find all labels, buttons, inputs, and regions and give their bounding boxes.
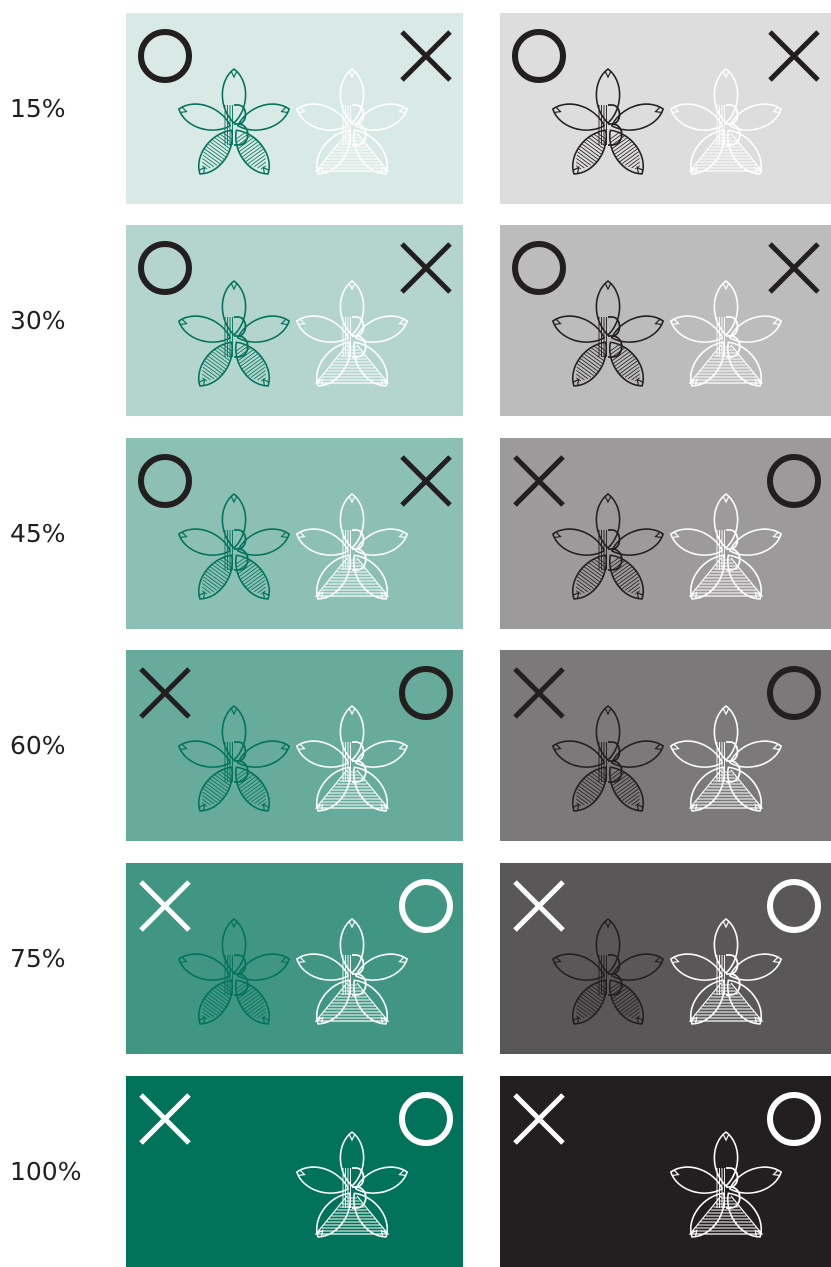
circle-mark-icon [512,241,566,295]
circle-mark-icon [138,454,192,508]
tint-percentage-label: 75% [10,943,66,973]
gray-panel-graphic [513,454,821,600]
cherry-blossom-logo-icon [670,280,782,387]
circle-mark-icon [767,454,821,508]
gray-panel-graphic [512,241,820,387]
cherry-blossom-logo-icon [178,918,290,1025]
cross-mark-icon [400,30,452,82]
cross-mark-icon [400,242,452,294]
gray-panel-graphic [513,1092,821,1238]
cherry-blossom-logo-icon [178,705,290,812]
cross-mark-icon [513,455,565,507]
cross-mark-icon [400,455,452,507]
circle-mark-icon [767,666,821,720]
gray-panel-graphic [513,666,821,812]
cross-mark-icon [513,880,565,932]
cherry-blossom-logo-icon [296,280,408,387]
circle-mark-icon [399,879,453,933]
gray-panel-graphic [513,879,821,1025]
tint-percentage-label: 45% [10,518,66,548]
cherry-blossom-logo-icon [670,68,782,175]
gray-tint-panel [500,438,831,629]
circle-mark-icon [138,241,192,295]
cherry-blossom-logo-icon [552,68,664,175]
cross-mark-icon [513,1093,565,1145]
green-tint-panel [126,438,463,629]
tint-percentage-label: 30% [10,305,66,335]
cherry-blossom-logo-icon [670,918,782,1025]
green-panel-graphic [138,29,452,175]
circle-mark-icon [512,29,566,83]
cherry-blossom-logo-icon [670,493,782,600]
circle-mark-icon [399,1092,453,1146]
cross-mark-icon [768,30,820,82]
cherry-blossom-logo-icon [296,918,408,1025]
gray-tint-panel [500,225,831,416]
cherry-blossom-logo-icon [552,280,664,387]
cherry-blossom-logo-icon [670,1131,782,1238]
circle-mark-icon [399,666,453,720]
green-tint-panel [126,863,463,1054]
cherry-blossom-logo-icon [296,68,408,175]
cherry-blossom-logo-icon [178,493,290,600]
circle-mark-icon [767,1092,821,1146]
green-tint-panel [126,1076,463,1267]
gray-tint-panel [500,13,831,204]
cross-mark-icon [513,667,565,719]
circle-mark-icon [138,29,192,83]
cherry-blossom-logo-icon [670,705,782,812]
green-panel-graphic [138,454,452,600]
cross-mark-icon [139,1093,191,1145]
green-panel-graphic [138,241,452,387]
cross-mark-icon [139,667,191,719]
cherry-blossom-logo-icon [178,68,290,175]
cross-mark-icon [139,880,191,932]
cherry-blossom-logo-icon [552,918,664,1025]
tint-percentage-label: 15% [10,93,66,123]
tint-percentage-label: 100% [10,1156,82,1186]
green-tint-panel [126,13,463,204]
green-panel-graphic [139,879,453,1025]
green-tint-panel [126,225,463,416]
cherry-blossom-logo-icon [296,705,408,812]
gray-tint-panel [500,863,831,1054]
green-panel-graphic [139,1092,453,1238]
cherry-blossom-logo-icon [296,493,408,600]
gray-tint-panel [500,650,831,841]
green-panel-graphic [139,666,453,812]
cherry-blossom-logo-icon [552,493,664,600]
tint-percentage-label: 60% [10,730,66,760]
gray-tint-panel [500,1076,831,1267]
cherry-blossom-logo-icon [552,705,664,812]
green-tint-panel [126,650,463,841]
cross-mark-icon [768,242,820,294]
circle-mark-icon [767,879,821,933]
gray-panel-graphic [512,29,820,175]
cherry-blossom-logo-icon [296,1131,408,1238]
cherry-blossom-logo-icon [178,280,290,387]
